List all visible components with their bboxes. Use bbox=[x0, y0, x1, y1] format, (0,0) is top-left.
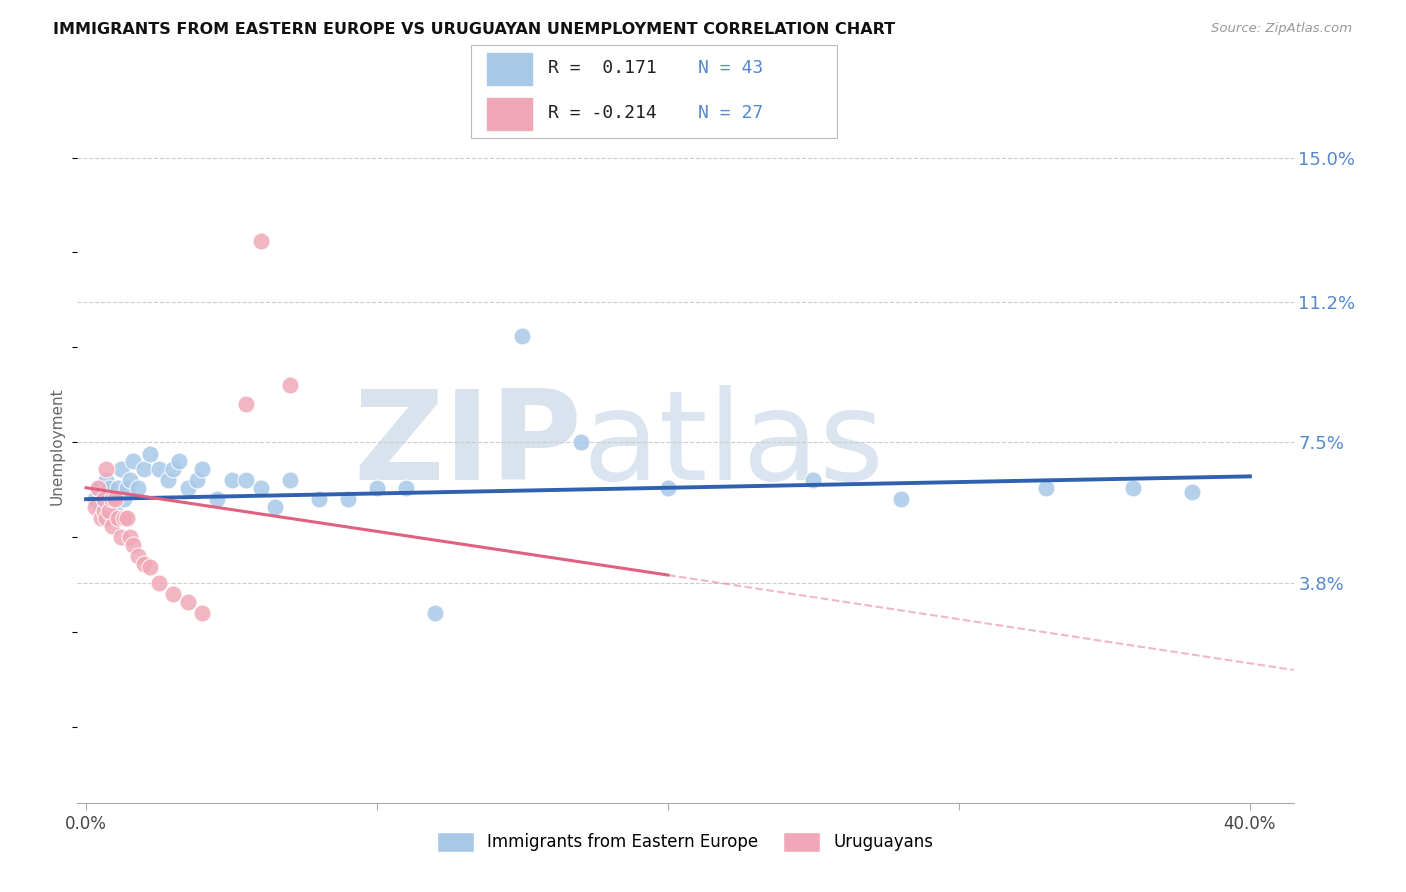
Point bbox=[425, 606, 447, 620]
Point bbox=[134, 557, 156, 571]
Point bbox=[101, 492, 124, 507]
Point bbox=[191, 462, 214, 476]
Point bbox=[118, 473, 141, 487]
Point bbox=[101, 492, 124, 507]
Point bbox=[121, 454, 143, 468]
Point bbox=[1122, 481, 1144, 495]
Point bbox=[93, 492, 115, 507]
Text: ZIP: ZIP bbox=[353, 385, 582, 507]
Text: N = 43: N = 43 bbox=[697, 60, 763, 78]
Point bbox=[308, 492, 330, 507]
Point bbox=[104, 500, 127, 514]
Point bbox=[205, 492, 228, 507]
Point bbox=[83, 492, 105, 507]
Point bbox=[890, 492, 912, 507]
Point bbox=[139, 447, 162, 461]
Point bbox=[98, 481, 121, 495]
Point bbox=[162, 587, 184, 601]
Point bbox=[186, 473, 208, 487]
Text: R = -0.214: R = -0.214 bbox=[548, 104, 657, 122]
Point bbox=[278, 473, 301, 487]
Point bbox=[96, 462, 118, 476]
Point bbox=[249, 481, 271, 495]
Legend: Immigrants from Eastern Europe, Uruguayans: Immigrants from Eastern Europe, Uruguaya… bbox=[430, 825, 941, 859]
Point bbox=[235, 397, 257, 411]
FancyBboxPatch shape bbox=[485, 52, 533, 86]
Point bbox=[112, 492, 135, 507]
Point bbox=[121, 538, 143, 552]
Point bbox=[107, 511, 129, 525]
Point bbox=[162, 462, 184, 476]
Point bbox=[264, 500, 287, 514]
Text: IMMIGRANTS FROM EASTERN EUROPE VS URUGUAYAN UNEMPLOYMENT CORRELATION CHART: IMMIGRANTS FROM EASTERN EUROPE VS URUGUA… bbox=[53, 22, 896, 37]
Point bbox=[148, 575, 170, 590]
Point bbox=[221, 473, 243, 487]
Point bbox=[336, 492, 359, 507]
Point bbox=[127, 549, 149, 563]
Point bbox=[569, 435, 592, 450]
Text: atlas: atlas bbox=[582, 385, 884, 507]
Point bbox=[177, 481, 200, 495]
Point bbox=[249, 234, 271, 248]
Point bbox=[235, 473, 257, 487]
Point bbox=[107, 481, 129, 495]
Point bbox=[803, 473, 825, 487]
Point bbox=[86, 481, 108, 495]
Point bbox=[112, 511, 135, 525]
Point bbox=[395, 481, 418, 495]
FancyBboxPatch shape bbox=[471, 45, 837, 138]
Text: R =  0.171: R = 0.171 bbox=[548, 60, 657, 78]
Point bbox=[366, 481, 388, 495]
Point bbox=[90, 511, 112, 525]
Point bbox=[101, 518, 124, 533]
Point bbox=[167, 454, 190, 468]
Point bbox=[115, 481, 138, 495]
Point bbox=[1035, 481, 1057, 495]
Point bbox=[134, 462, 156, 476]
Point bbox=[191, 606, 214, 620]
FancyBboxPatch shape bbox=[485, 97, 533, 131]
Point bbox=[139, 560, 162, 574]
Point bbox=[83, 500, 105, 514]
Y-axis label: Unemployment: Unemployment bbox=[49, 387, 65, 505]
Point bbox=[177, 594, 200, 608]
Point bbox=[93, 484, 115, 499]
Point bbox=[1181, 484, 1204, 499]
Point bbox=[90, 500, 112, 514]
Point bbox=[98, 503, 121, 517]
Point bbox=[110, 530, 132, 544]
Point bbox=[148, 462, 170, 476]
Text: N = 27: N = 27 bbox=[697, 104, 763, 122]
Point bbox=[156, 473, 179, 487]
Point bbox=[118, 530, 141, 544]
Point bbox=[86, 481, 108, 495]
Point bbox=[104, 492, 127, 507]
Point bbox=[93, 503, 115, 517]
Point bbox=[512, 329, 534, 343]
Point bbox=[96, 511, 118, 525]
Point bbox=[96, 473, 118, 487]
Text: Source: ZipAtlas.com: Source: ZipAtlas.com bbox=[1212, 22, 1353, 36]
Point bbox=[657, 481, 679, 495]
Point bbox=[127, 481, 149, 495]
Point bbox=[110, 462, 132, 476]
Point bbox=[278, 378, 301, 392]
Point bbox=[115, 511, 138, 525]
